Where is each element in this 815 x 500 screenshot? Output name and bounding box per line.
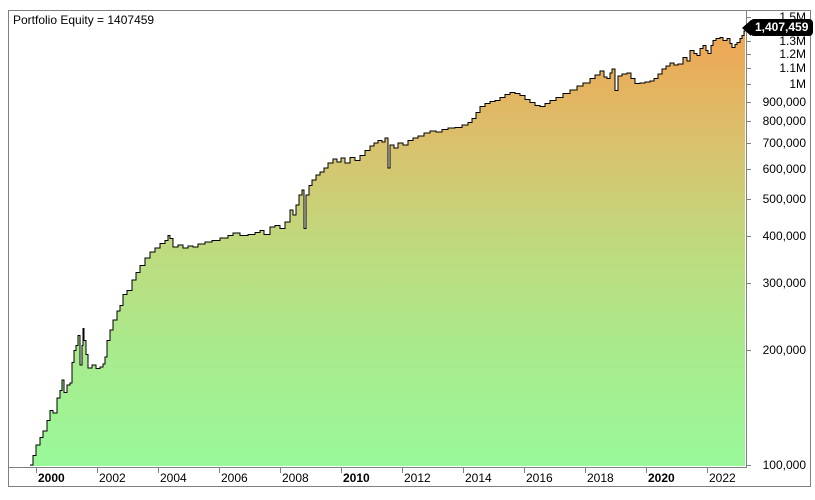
x-tick-label: 2008 (282, 471, 309, 485)
x-tick (646, 468, 647, 473)
y-tick-label: 1.2M (779, 47, 806, 61)
y-tick-label: 500,000 (762, 192, 806, 206)
x-tick-label: 2002 (99, 471, 126, 485)
x-tick-label: 2018 (587, 471, 614, 485)
badge-arrow-icon (742, 19, 751, 36)
y-tick-label: 1.1M (779, 61, 806, 75)
y-tick-label: 300,000 (762, 276, 806, 290)
y-tick-label: 600,000 (762, 162, 806, 176)
x-tick (402, 468, 403, 473)
y-tick (747, 169, 751, 170)
x-tick (524, 468, 525, 473)
y-tick (747, 102, 751, 103)
y-tick-label: 700,000 (762, 136, 806, 150)
y-axis: 1.5M 1.3M 1.2M 1.1M 1M 900,000 800,000 700,000 6… (747, 10, 811, 472)
x-tick-label: 2016 (526, 471, 553, 485)
x-tick (707, 468, 708, 473)
y-tick-label: 1M (789, 77, 806, 91)
x-tick (97, 468, 98, 473)
x-tick-label: 2014 (465, 471, 492, 485)
equity-curve-svg (29, 27, 746, 466)
equity-curve-line (29, 27, 746, 466)
y-tick-label: 1.3M (779, 34, 806, 48)
y-tick (747, 236, 751, 237)
x-tick-label: 2004 (160, 471, 187, 485)
y-tick (747, 283, 751, 284)
x-tick (158, 468, 159, 473)
y-tick-label: 100,000 (762, 458, 806, 472)
y-tick (747, 17, 751, 18)
x-tick (36, 468, 37, 473)
y-tick (747, 465, 751, 466)
y-tick (747, 41, 751, 42)
y-tick (747, 350, 751, 351)
y-tick (747, 54, 751, 55)
plot-area[interactable]: Portfolio Equity = 1407459 (9, 11, 747, 468)
y-tick (747, 84, 751, 85)
chart-window: Portfolio Equity = 1407459 1.5M 1.3M 1.2M 1… (8, 10, 811, 487)
x-axis: 2000 2002 2004 2006 2008 2010 2012 2014 2016 2018… (9, 468, 747, 487)
x-tick-label: 2010 (343, 471, 370, 485)
x-tick-label: 2012 (404, 471, 431, 485)
equity-area-fill (29, 27, 746, 466)
y-tick (747, 199, 751, 200)
y-tick-label: 400,000 (762, 229, 806, 243)
y-tick-label: 200,000 (762, 343, 806, 357)
x-tick (341, 468, 342, 473)
x-tick-label: 2000 (38, 471, 65, 485)
y-tick (747, 143, 751, 144)
x-tick (280, 468, 281, 473)
last-value-badge: 1,407,459 (742, 19, 814, 36)
x-tick (585, 468, 586, 473)
chart-title: Portfolio Equity = 1407459 (13, 13, 155, 27)
x-tick-label: 2022 (709, 471, 736, 485)
y-tick-label: 900,000 (762, 95, 806, 109)
y-tick (747, 121, 751, 122)
x-tick-label: 2020 (648, 471, 675, 485)
x-tick-label: 2006 (221, 471, 248, 485)
x-tick (463, 468, 464, 473)
y-tick (747, 68, 751, 69)
last-value-label: 1,407,459 (750, 19, 814, 36)
x-tick (219, 468, 220, 473)
y-tick-label: 800,000 (762, 114, 806, 128)
